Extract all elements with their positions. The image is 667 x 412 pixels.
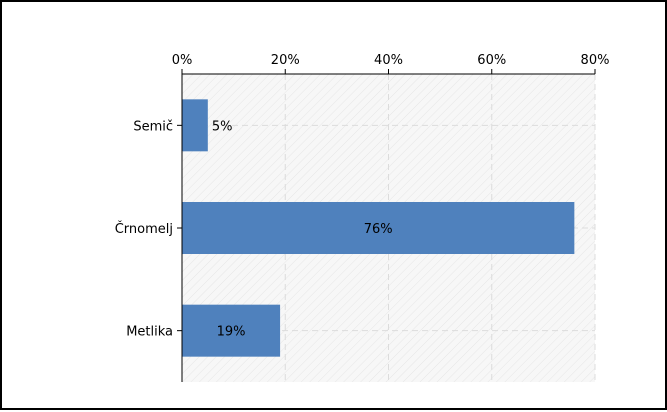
bars: [182, 99, 575, 357]
category-label: Črnomelj: [115, 221, 173, 237]
x-tick-label: 80%: [581, 53, 610, 68]
x-tick-label: 20%: [271, 53, 300, 68]
bar-value-label: 76%: [364, 222, 393, 237]
x-tick-label: 40%: [374, 53, 403, 68]
bar-value-label: 5%: [212, 119, 233, 134]
bar: [182, 99, 208, 152]
bar: [182, 202, 575, 254]
x-tick-label: 60%: [477, 53, 506, 68]
axes: [177, 69, 596, 382]
category-label: Metlika: [126, 325, 173, 340]
x-tick-label: 0%: [172, 53, 193, 68]
category-label: Semič: [133, 119, 173, 134]
bar: [182, 304, 281, 357]
labels: 0% 20% 40% 60% 80% 5% Semič 76% Črnomelj 19% Metli…: [115, 53, 610, 340]
bar-value-label: 19%: [217, 325, 246, 340]
